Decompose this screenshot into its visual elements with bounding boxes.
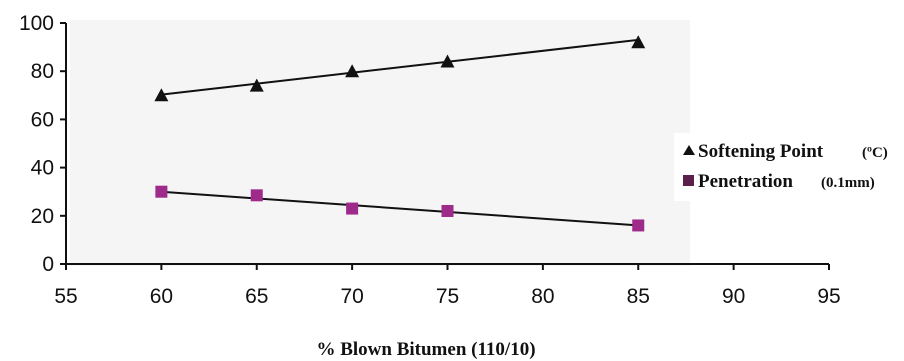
legend-marker-triangle	[683, 145, 695, 155]
y-tick-label: 80	[31, 60, 54, 83]
y-tick-label: 60	[31, 108, 54, 131]
plot-area	[70, 20, 690, 266]
x-axis-title: % Blown Bitumen (110/10)	[316, 339, 535, 360]
x-tick-label: 60	[150, 285, 173, 308]
data-point-penetration	[155, 185, 168, 198]
data-point-penetration	[250, 189, 263, 202]
x-tick-label: 90	[722, 285, 745, 308]
x-axis-ticks: 55 60 65 70 75 80 85 90 95	[54, 264, 841, 308]
legend-unit-softening-point: (ºC)	[862, 145, 888, 161]
trendline-softening-point	[161, 38, 639, 96]
data-point-penetration	[346, 202, 359, 215]
x-tick-label: 95	[817, 285, 840, 308]
legend-item-penetration: Penetration (0.1mm)	[683, 171, 875, 192]
data-point-softening-point	[440, 54, 455, 68]
legend-unit-penetration: (0.1mm)	[821, 175, 875, 191]
data-point-softening-point	[345, 64, 360, 78]
legend-label-softening-point: Softening Point	[698, 141, 824, 162]
data-point-softening-point	[631, 35, 646, 49]
x-tick-label: 70	[340, 285, 363, 308]
legend-box	[674, 133, 904, 201]
trendline-penetration	[161, 190, 639, 227]
series-penetration	[155, 185, 645, 232]
data-point-penetration	[441, 204, 454, 217]
series-layer	[154, 35, 646, 232]
data-point-softening-point	[249, 78, 264, 92]
x-tick-label: 80	[531, 285, 554, 308]
x-tick-label: 55	[54, 285, 77, 308]
legend-label-penetration: Penetration	[698, 171, 793, 192]
y-tick-label: 100	[19, 12, 54, 35]
y-axis-ticks: 0 20 40 60 80 100	[19, 12, 66, 276]
legend-item-softening-point: Softening Point (ºC)	[683, 141, 888, 162]
legend-marker-square	[683, 175, 694, 186]
series-softening-point	[154, 35, 646, 102]
y-tick-label: 40	[31, 157, 54, 180]
x-tick-label: 85	[627, 285, 650, 308]
y-tick-label: 20	[31, 205, 54, 228]
data-point-penetration	[632, 219, 645, 232]
legend: Softening Point (ºC) Penetration (0.1mm)	[674, 133, 904, 201]
data-point-softening-point	[154, 88, 169, 102]
y-tick-label: 0	[42, 253, 54, 276]
x-tick-label: 75	[436, 285, 459, 308]
x-tick-label: 65	[245, 285, 268, 308]
